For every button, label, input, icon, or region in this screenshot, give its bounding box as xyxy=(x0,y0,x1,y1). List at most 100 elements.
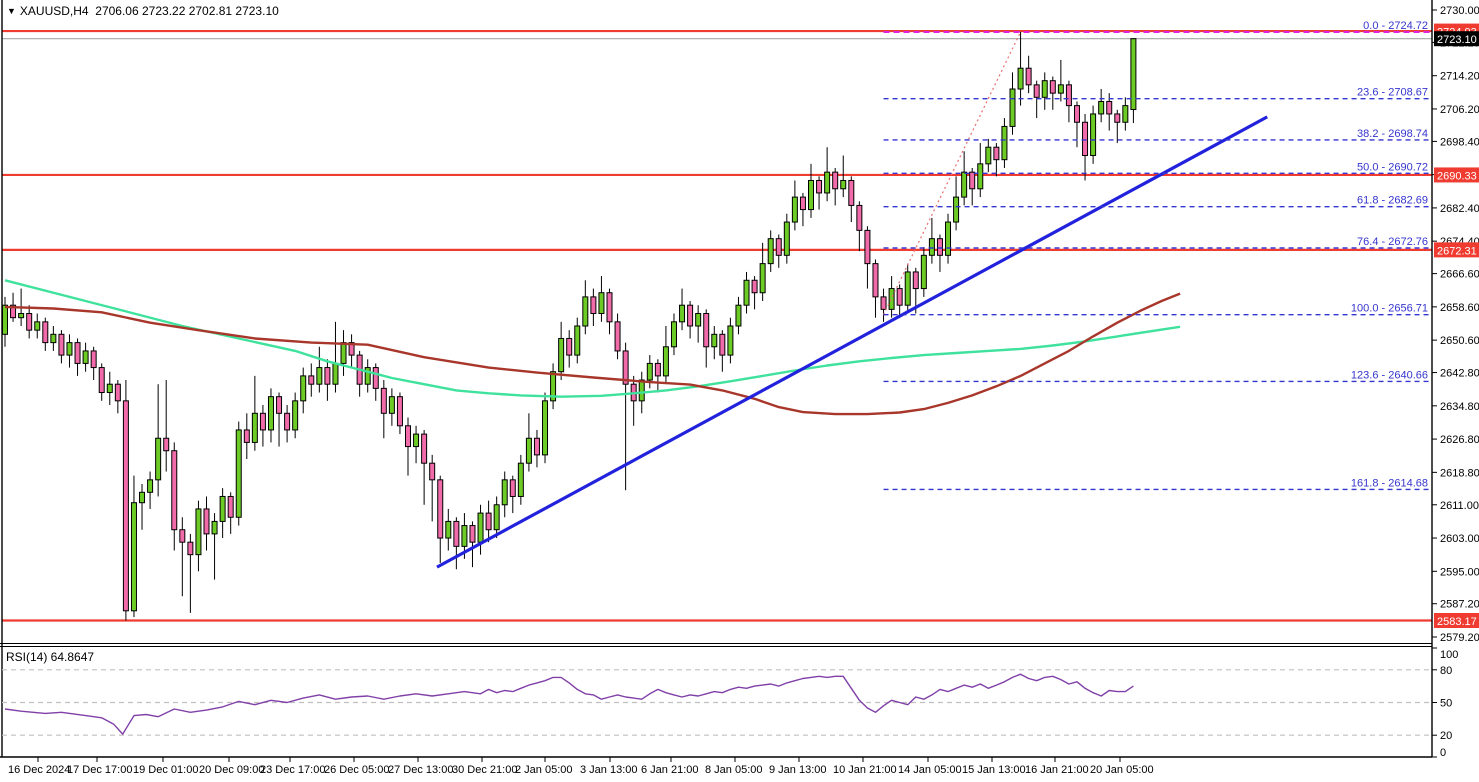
candle xyxy=(936,238,943,256)
candle xyxy=(477,512,484,543)
candle xyxy=(340,342,347,364)
candle xyxy=(1057,84,1064,94)
candle xyxy=(969,171,976,190)
candle xyxy=(26,313,33,331)
candle xyxy=(1017,67,1024,90)
candle xyxy=(646,362,653,381)
rsi-scale-label: 0 xyxy=(1440,747,1446,759)
candle xyxy=(1009,88,1016,127)
price-tick-label: 2650.60 xyxy=(1440,335,1479,347)
candle xyxy=(606,292,613,323)
candle xyxy=(558,337,565,373)
candle xyxy=(396,396,403,427)
candle xyxy=(429,462,436,481)
candle xyxy=(791,196,798,223)
candle xyxy=(276,396,283,414)
candle xyxy=(517,462,524,497)
fibonacci-level-label: 50.0 - 2690.72 xyxy=(1357,161,1428,173)
candle xyxy=(211,520,218,535)
candle xyxy=(461,525,468,547)
candle xyxy=(130,502,137,612)
price-tick-label: 2714.20 xyxy=(1440,71,1479,83)
candle xyxy=(912,271,919,290)
candle xyxy=(832,171,839,190)
candle xyxy=(364,367,371,385)
candle xyxy=(235,429,242,518)
time-tick-label: 10 Jan 21:00 xyxy=(833,764,897,776)
rsi-scale-label: 20 xyxy=(1440,730,1452,742)
price-tick-label: 2706.20 xyxy=(1440,104,1479,116)
candle xyxy=(872,263,879,298)
fibonacci-level-label: 23.6 - 2708.67 xyxy=(1357,87,1428,99)
candle xyxy=(316,367,323,385)
rsi-indicator-label: RSI(14) 64.8647 xyxy=(6,650,95,664)
candle xyxy=(767,238,774,265)
candle xyxy=(267,396,274,431)
time-tick-label: 16 Dec 2024 xyxy=(8,764,70,776)
symbol-dropdown-icon[interactable]: ▼ xyxy=(7,6,16,16)
candle xyxy=(348,342,355,356)
time-tick-label: 6 Jan 21:00 xyxy=(641,764,699,776)
candle xyxy=(679,304,686,323)
candle xyxy=(1033,84,1040,98)
candle xyxy=(759,263,766,294)
candle xyxy=(42,321,49,344)
candle xyxy=(219,495,226,522)
candle xyxy=(920,254,927,290)
candle xyxy=(574,325,581,356)
time-tick-label: 9 Jan 13:00 xyxy=(769,764,827,776)
time-tick-label: 15 Jan 13:00 xyxy=(962,764,1026,776)
moving-average-green xyxy=(4,279,1181,398)
candle xyxy=(1090,113,1097,157)
fibonacci-level-label: 61.8 - 2682.69 xyxy=(1357,195,1428,207)
candle xyxy=(380,387,387,414)
candle xyxy=(945,221,952,256)
candle xyxy=(98,367,105,394)
candle xyxy=(864,229,871,265)
time-tick-label: 26 Dec 05:00 xyxy=(324,764,389,776)
candle xyxy=(582,296,589,327)
fibonacci-base-line[interactable] xyxy=(883,31,1022,315)
price-marker-text: 2672.31 xyxy=(1437,245,1477,257)
candle xyxy=(324,367,331,385)
candle xyxy=(388,396,395,414)
time-tick-label: 16 Jan 21:00 xyxy=(1025,764,1089,776)
time-tick-label: 17 Dec 17:00 xyxy=(67,764,132,776)
price-tick-label: 2682.40 xyxy=(1440,203,1479,215)
candle xyxy=(1114,113,1121,123)
candle xyxy=(139,491,146,504)
candle xyxy=(34,321,41,331)
candle xyxy=(614,321,621,352)
time-tick-label: 14 Jan 05:00 xyxy=(898,764,962,776)
candle xyxy=(147,479,154,493)
candle xyxy=(687,304,694,327)
price-marker-text: 2690.33 xyxy=(1437,170,1477,182)
candle xyxy=(1073,105,1080,123)
candle xyxy=(808,179,814,211)
price-tick-label: 2611.00 xyxy=(1440,500,1479,512)
candle xyxy=(896,288,903,306)
time-tick-label: 3 Jan 13:00 xyxy=(580,764,638,776)
price-tick-label: 2658.60 xyxy=(1440,302,1479,314)
candle xyxy=(550,371,557,402)
candle xyxy=(1041,80,1048,98)
candle xyxy=(308,375,315,385)
price-marker-text: 2723.10 xyxy=(1437,34,1477,46)
trendline[interactable] xyxy=(436,115,1268,569)
candle xyxy=(638,379,645,402)
price-tick-label: 2603.00 xyxy=(1440,533,1479,545)
price-tick-label: 2618.80 xyxy=(1440,467,1479,479)
candle xyxy=(90,350,97,369)
candle xyxy=(775,238,782,256)
candle xyxy=(622,350,629,385)
candle xyxy=(493,504,500,531)
candle xyxy=(179,529,186,543)
candle xyxy=(66,342,73,356)
chart-title: ▼ XAUUSD,H4 2706.06 2723.22 2702.81 2723.… xyxy=(7,4,279,18)
candle xyxy=(58,333,65,356)
candle xyxy=(74,342,81,364)
candle xyxy=(372,367,379,389)
